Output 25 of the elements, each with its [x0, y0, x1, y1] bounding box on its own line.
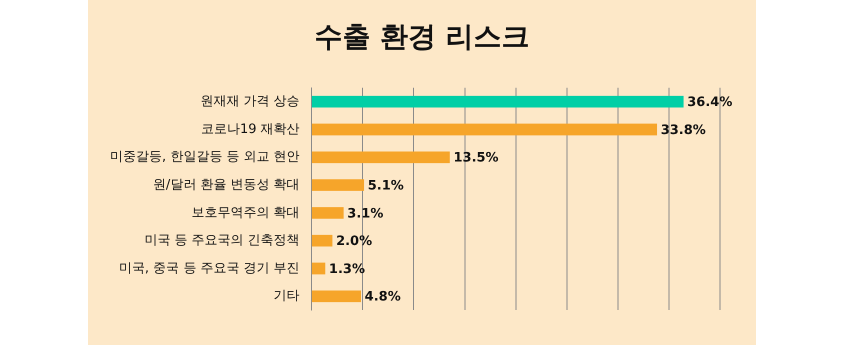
bar — [312, 96, 684, 108]
y-tick-label: 미국, 중국 등 주요국 경기 부진 — [118, 260, 300, 276]
bar — [312, 151, 450, 164]
y-tick-label: 기타 — [274, 288, 300, 304]
chart-title: 수출 환경 리스크 — [313, 19, 531, 55]
y-tick-label: 원재재 가격 상승 — [200, 94, 300, 110]
y-tick-label: 미중갈등, 한일갈등 등 외교 현안 — [110, 150, 300, 165]
data-label: 33.8% — [660, 122, 706, 138]
bar — [312, 124, 658, 136]
data-label: 4.8% — [364, 290, 401, 305]
data-label: 5.1% — [368, 178, 404, 194]
y-tick-label: 보호무역주의 확대 — [192, 205, 300, 220]
y-tick-label: 미국 등 주요국의 긴축정책 — [144, 233, 300, 248]
y-tick-label: 원/달러 환율 변동성 확대 — [152, 177, 300, 192]
bar — [312, 290, 361, 302]
bar — [312, 234, 332, 247]
bar — [312, 179, 364, 191]
data-label: 2.0% — [336, 234, 372, 250]
bar — [312, 207, 344, 219]
y-tick-label: 코로나19 재확산 — [200, 122, 300, 137]
data-label: 1.3% — [328, 262, 365, 277]
bar — [312, 262, 326, 274]
data-label: 36.4% — [687, 95, 732, 110]
data-label: 13.5% — [453, 150, 499, 166]
data-label: 3.1% — [347, 206, 384, 222]
